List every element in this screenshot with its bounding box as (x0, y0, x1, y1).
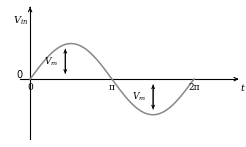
Text: $V_m$: $V_m$ (132, 91, 146, 103)
Text: π: π (109, 83, 115, 92)
Text: 0: 0 (17, 70, 23, 80)
Text: 0: 0 (27, 83, 33, 92)
Text: 2π: 2π (188, 83, 200, 92)
Text: $V_m$: $V_m$ (45, 55, 59, 68)
Text: $t$: $t$ (240, 82, 246, 93)
Text: $V_{in}$: $V_{in}$ (14, 14, 29, 27)
